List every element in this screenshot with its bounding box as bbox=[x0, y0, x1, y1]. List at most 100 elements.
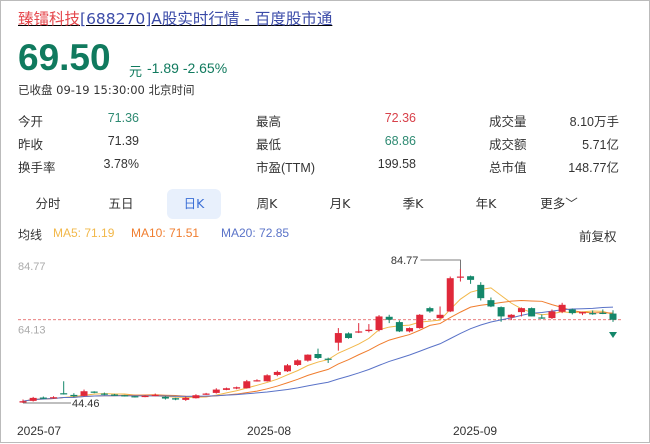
candle-body bbox=[222, 388, 230, 390]
stat-value: 71.39 bbox=[107, 134, 139, 148]
price-unit: 元 bbox=[129, 65, 143, 80]
candle-body bbox=[60, 393, 68, 395]
candle-body bbox=[111, 394, 119, 396]
candle-body bbox=[334, 333, 342, 343]
stat-label: 成交额 bbox=[489, 138, 527, 152]
candle-body bbox=[528, 308, 536, 317]
high-marker-line bbox=[420, 259, 461, 269]
candle-body bbox=[497, 307, 505, 317]
stat-label: 今开 bbox=[18, 115, 44, 129]
ma5-line bbox=[22, 287, 614, 402]
candle-body bbox=[446, 278, 454, 312]
tab-period[interactable]: 季K bbox=[402, 196, 424, 211]
stat-label: 市盈(TTM) bbox=[256, 161, 316, 175]
candle-body bbox=[29, 397, 37, 401]
candle-body bbox=[365, 329, 373, 332]
candle-body bbox=[599, 312, 607, 314]
adjust-toggle[interactable]: 前复权 bbox=[579, 230, 617, 244]
candle-body bbox=[568, 309, 576, 314]
ma10-value: MA10: 71.51 bbox=[131, 226, 200, 240]
candle-body bbox=[324, 358, 332, 360]
candle-body bbox=[578, 312, 586, 314]
x-label: 2025-08 bbox=[247, 424, 292, 438]
candle-body bbox=[406, 328, 414, 332]
candle-body bbox=[151, 394, 159, 397]
tab-period[interactable]: 五日 bbox=[108, 196, 134, 211]
candle-body bbox=[182, 397, 190, 400]
ma-label: 均线 bbox=[18, 228, 43, 242]
candle-body bbox=[243, 381, 251, 389]
candle-body bbox=[436, 314, 444, 319]
stat-value: 8.10万手 bbox=[569, 115, 619, 129]
tab-period[interactable]: 更多﹀ bbox=[540, 196, 578, 211]
candle-body bbox=[70, 394, 78, 397]
candle-body bbox=[294, 360, 302, 365]
stat-value: 199.58 bbox=[377, 157, 416, 171]
candle-body bbox=[507, 314, 515, 318]
candle-body bbox=[161, 396, 169, 399]
candle-body bbox=[192, 395, 200, 399]
page-title[interactable]: 臻镭科技[688270]A股实时行情 - 百度股市通 bbox=[18, 10, 333, 28]
tab-period[interactable]: 年K bbox=[475, 196, 497, 211]
candle-body bbox=[100, 393, 108, 395]
x-label: 2025-09 bbox=[453, 424, 498, 438]
candle-body bbox=[283, 365, 291, 372]
market-status: 已收盘 09-19 15:30:00 北京时间 bbox=[18, 83, 195, 97]
candle-body bbox=[233, 387, 241, 389]
candle-body bbox=[141, 395, 149, 398]
y-label: 64.13 bbox=[18, 325, 46, 337]
candle-body bbox=[538, 317, 546, 319]
high-marker-label: 84.77 bbox=[391, 255, 419, 267]
candle-body bbox=[50, 397, 58, 399]
down-arrow-icon bbox=[609, 332, 617, 338]
candle-body bbox=[39, 397, 47, 399]
tab-period[interactable]: 日K bbox=[167, 189, 221, 219]
candle-body bbox=[375, 316, 383, 331]
candle-body bbox=[345, 333, 353, 339]
candle-body bbox=[467, 276, 475, 280]
candle-body bbox=[609, 313, 617, 320]
current-price: 69.50 bbox=[18, 37, 111, 78]
tab-period[interactable]: 分时 bbox=[35, 196, 61, 211]
candle-body bbox=[558, 304, 566, 312]
price-change: -1.89 -2.65% bbox=[147, 60, 227, 76]
stat-label: 最低 bbox=[256, 138, 282, 152]
stat-label: 换手率 bbox=[18, 161, 56, 175]
candle-body bbox=[416, 314, 424, 329]
change-value: -1.89 bbox=[147, 60, 179, 76]
x-label: 2025-07 bbox=[17, 424, 62, 438]
ma5-value: MA5: 71.19 bbox=[53, 226, 115, 240]
candle-body bbox=[131, 396, 139, 398]
low-marker-label: 44.46 bbox=[72, 398, 100, 410]
stat-label: 总市值 bbox=[489, 161, 527, 175]
candle-body bbox=[121, 395, 129, 397]
candle-body bbox=[355, 331, 363, 333]
stat-value: 68.86 bbox=[384, 134, 416, 148]
candle-body bbox=[589, 313, 597, 315]
candle-body bbox=[273, 371, 281, 375]
candle-body bbox=[477, 284, 485, 299]
stat-label: 昨收 bbox=[18, 138, 44, 152]
tab-period[interactable]: 月K bbox=[329, 196, 351, 211]
stat-value: 72.36 bbox=[384, 111, 416, 125]
candle-body bbox=[395, 322, 403, 332]
candle-body bbox=[456, 276, 464, 278]
candle-body bbox=[548, 311, 556, 319]
change-percent: -2.65% bbox=[182, 60, 228, 76]
stat-value: 5.71亿 bbox=[582, 138, 619, 152]
candle-body bbox=[426, 308, 434, 312]
y-label: 84.77 bbox=[18, 261, 46, 273]
candle-body bbox=[202, 393, 210, 395]
candle-body bbox=[487, 300, 495, 307]
candle-body bbox=[314, 354, 322, 358]
candle-body bbox=[212, 389, 220, 393]
tab-period[interactable]: 周K bbox=[256, 196, 278, 211]
ma20-value: MA20: 72.85 bbox=[221, 226, 290, 240]
candle-body bbox=[304, 354, 312, 361]
stat-label: 最高 bbox=[256, 115, 282, 129]
candle-body bbox=[80, 391, 88, 396]
candle-body bbox=[19, 401, 27, 403]
candle-body bbox=[517, 308, 525, 313]
candle-body bbox=[90, 391, 98, 393]
